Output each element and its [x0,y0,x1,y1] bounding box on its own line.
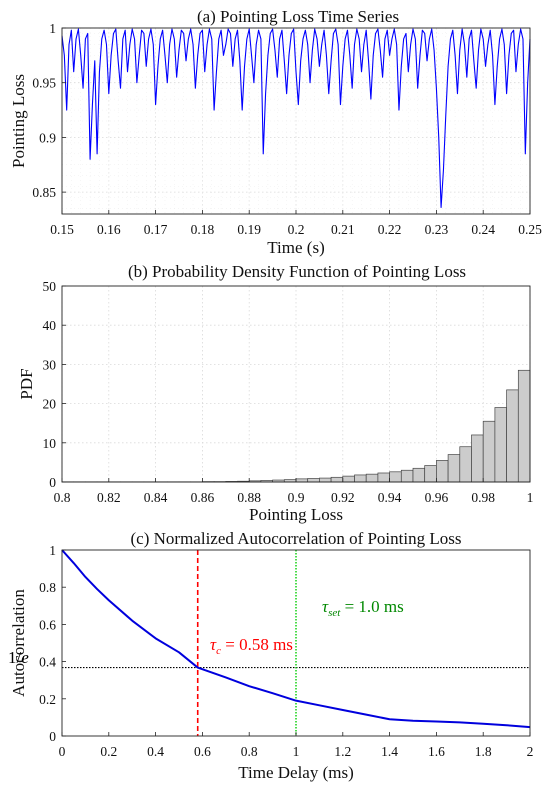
panel-a-xtick-label: 0.16 [97,222,121,237]
panel-c-ytick-label: 0 [49,729,56,744]
panel-a-xtick-label: 0.2 [288,222,305,237]
panel-b-xtick-label: 0.8 [54,490,71,505]
panel-c-xtick-label: 1.4 [381,744,398,759]
panel-a-xlabel: Time (s) [267,238,324,257]
panel-c-xtick-label: 0 [59,744,66,759]
panel-b-bar [471,434,484,483]
panel-b-xtick-label: 0.84 [144,490,168,505]
panel-c-ylabel: Autocorrelation [9,589,28,697]
panel-b-ytick-label: 20 [43,397,57,412]
panel-b-bar [412,467,426,483]
panel-a-xtick-label: 0.19 [237,222,261,237]
panel-c-xtick-label: 1.2 [334,744,351,759]
panel-a-xtick-label: 0.17 [144,222,168,237]
panel-b-ytick-label: 50 [43,279,57,294]
panel-a-xtick-label: 0.21 [331,222,355,237]
panel-c-xlabel: Time Delay (ms) [238,763,354,782]
panel-c-series-line [61,549,531,729]
panel-b-bar [494,407,507,483]
panel-b-bar [307,478,320,483]
panel-b-ytick-label: 0 [49,475,56,490]
panel-c-xtick-label: 2 [527,744,534,759]
panel-c: (c) Normalized Autocorrelation of Pointi… [8,529,533,782]
panel-b-ytick-label: 30 [43,357,57,372]
panel-b-bar [295,478,309,483]
panel-a-xtick-label: 0.18 [191,222,215,237]
panel-c-xtick-label: 1.6 [428,744,445,759]
panel-b-xtick-label: 0.94 [378,490,402,505]
panel-b-bar [517,369,531,483]
panel-b-ytick-label: 40 [43,318,57,333]
panel-b-bar [447,454,461,483]
panel-a-ytick-label: 0.9 [39,130,56,145]
panel-c-xtick-label: 1.8 [475,744,492,759]
panel-b-xtick-label: 0.9 [288,490,305,505]
panel-c-xtick-label: 0.2 [100,744,117,759]
panel-a-xtick-label: 0.22 [378,222,402,237]
panel-b-title: (b) Probability Density Function of Poin… [128,262,466,281]
panel-b-bar [342,475,355,483]
panel-b-bar [459,446,472,483]
tau-c-label: τc = 0.58 ms [210,635,293,657]
panel-b-bar [365,473,379,483]
panel-c-ytick-label: 0.8 [39,580,56,595]
panel-b-xtick-label: 0.98 [471,490,495,505]
panel-b-ytick-label: 10 [43,436,57,451]
panel-c-xtick-label: 1 [293,744,300,759]
panel-c-ytick-label: 1 [49,543,56,558]
panel-a: (a) Pointing Loss Time Series 0.15 0.16 0.… [9,7,542,257]
panel-a-xtick-label: 0.23 [425,222,449,237]
panel-c-title: (c) Normalized Autocorrelation of Pointi… [131,529,462,548]
panel-b-bar [506,389,519,483]
panel-b-xtick-label: 0.92 [331,490,355,505]
panel-a-xtick-label: 0.24 [471,222,495,237]
panel-b-bar [482,420,496,483]
panel-b-xtick-label: 0.88 [237,490,261,505]
panel-b-bar [377,472,390,483]
panel-a-xtick-label: 0.15 [50,222,74,237]
panel-a-ytick-label: 1 [49,21,56,36]
panel-b-xtick-label: 0.86 [191,490,215,505]
panel-c-xtick-label: 0.4 [147,744,164,759]
panel-c-xtick-label: 0.6 [194,744,211,759]
panel-a-ytick-label: 0.95 [32,76,56,91]
panel-a-title: (a) Pointing Loss Time Series [197,7,399,26]
one-over-e-label: 1/e [8,648,29,667]
panel-a-ylabel: Pointing Loss [9,74,28,168]
panel-b-bar [400,469,414,483]
tau-set-label: τset = 1.0 ms [322,597,404,619]
panel-b-bar [436,460,449,483]
panel-a-xtick-label: 0.25 [518,222,542,237]
panel-b-bar [319,477,332,483]
panel-a-ytick-label: 0.85 [32,185,56,200]
panel-b-bar [330,476,344,483]
panel-b: (b) Probability Density Function of Poin… [17,262,533,524]
panel-b-ylabel: PDF [17,368,36,399]
panel-c-ytick-label: 0.4 [39,655,56,670]
panel-b-xtick-label: 0.82 [97,490,121,505]
panel-b-xtick-label: 1 [527,490,534,505]
panel-b-bar [354,474,367,483]
panel-a-series-line [61,28,531,208]
panel-b-bar [424,465,437,483]
panel-b-xtick-label: 0.96 [425,490,449,505]
panel-b-bar [389,471,402,483]
panel-b-xlabel: Pointing Loss [249,505,343,524]
panel-c-xtick-label: 0.8 [241,744,258,759]
panel-c-ytick-label: 0.2 [39,692,56,707]
panel-c-ytick-label: 0.6 [39,617,56,632]
